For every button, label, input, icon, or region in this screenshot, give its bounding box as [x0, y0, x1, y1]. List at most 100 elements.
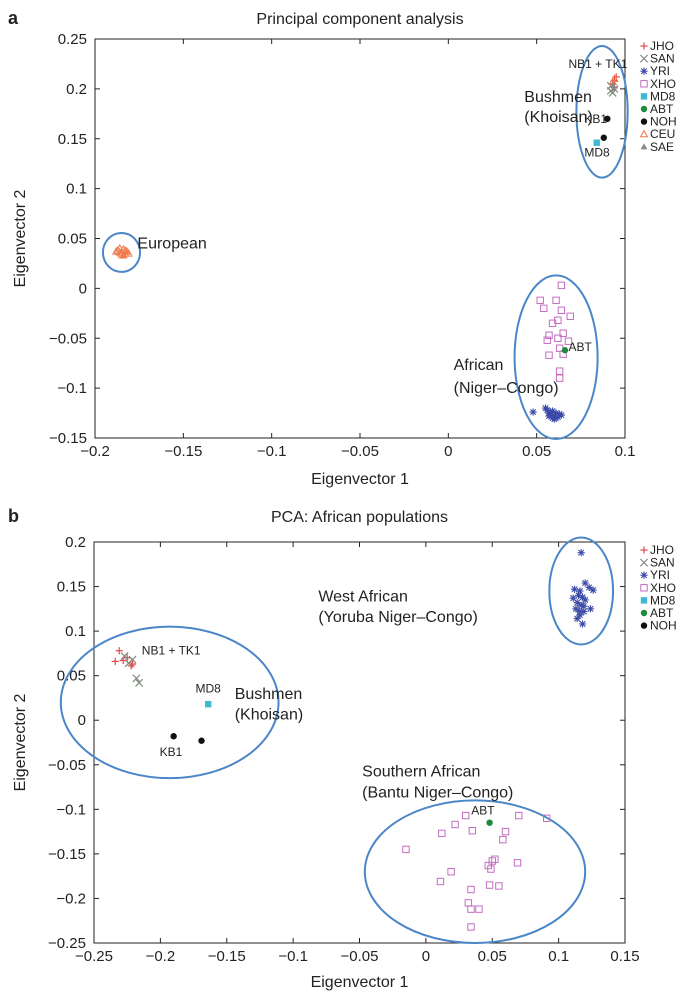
x-tick-label: −0.1 [257, 443, 287, 460]
annotation: MD8 [584, 146, 610, 160]
x-axis-label: Eigenvector 1 [311, 974, 409, 991]
point-ceu [117, 247, 126, 256]
point-xho [548, 319, 557, 327]
point-xho [467, 885, 475, 894]
legend-label: SAN [650, 556, 675, 570]
y-tick-label: −0.1 [56, 801, 86, 818]
point-xho [554, 334, 562, 342]
y-tick-label: −0.1 [57, 380, 87, 397]
y-tick-label: 0 [78, 712, 86, 729]
point-ceu [610, 74, 619, 82]
legend-label: NOH [650, 619, 677, 633]
point-xho [467, 905, 475, 913]
point-xho [447, 868, 455, 876]
point-yri [572, 605, 580, 613]
panel-b: b PCA: African populations −0.25 −0.2 −0.15 −… [8, 506, 677, 991]
point-ceu [120, 245, 130, 254]
x-tick-label: −0.05 [341, 443, 379, 460]
annotation: ABT [568, 340, 592, 354]
x-tick-label: 0.1 [615, 443, 636, 460]
point-abt [561, 347, 569, 354]
annotation: KB1 [160, 745, 183, 759]
point-xho [467, 923, 475, 931]
legend-marker-xho [640, 584, 648, 592]
legend-label: CEU [650, 127, 675, 141]
annotation: (Khoisan) [524, 109, 592, 126]
annotation: ABT [471, 804, 495, 818]
point-san [132, 674, 141, 683]
point-yri [576, 607, 584, 616]
y-tick-label: 0.1 [65, 623, 86, 640]
point-san [128, 655, 137, 664]
y-tick-label: −0.15 [49, 430, 87, 447]
point-yri [570, 585, 579, 593]
point-xho [475, 905, 483, 913]
y-tick-label: 0 [79, 280, 87, 297]
legend-marker-abt [640, 105, 648, 113]
y-axis-label: Eigenvector 2 [12, 693, 29, 791]
chart-title: PCA: African populations [271, 509, 448, 526]
legend-label: XHO [650, 581, 676, 595]
point-xho [438, 829, 446, 838]
point-md8 [593, 139, 600, 146]
point-noh [198, 737, 205, 744]
x-tick-label: 0 [422, 948, 430, 965]
point-xho [402, 845, 410, 854]
x-tick-label: −0.15 [208, 948, 246, 965]
legend-label: SAN [650, 52, 675, 66]
point-ceu [113, 245, 123, 254]
point-xho [485, 881, 494, 889]
legend-marker-sae [640, 143, 648, 150]
y-axis-label: Eigenvector 2 [12, 189, 29, 287]
y-tick-label: 0.05 [57, 668, 86, 685]
legend-label: NOH [650, 115, 677, 129]
legend-label: MD8 [650, 593, 676, 607]
x-axis-label: Eigenvector 1 [311, 471, 409, 488]
annotation: NB1 + TK1 [568, 57, 627, 71]
legend-label: XHO [650, 77, 676, 91]
y-tick-label: −0.05 [48, 757, 86, 774]
y-tick-label: 0.25 [58, 31, 87, 48]
x-tick-label: −0.05 [341, 948, 379, 965]
cluster-ellipse [101, 232, 142, 273]
point-yri [529, 408, 537, 416]
cluster-ellipse [575, 44, 629, 179]
point-xho [564, 337, 573, 345]
legend-marker-san [639, 54, 649, 63]
legend-marker-yri [640, 571, 648, 579]
point-jho [123, 654, 131, 662]
y-tick-label: 0.1 [66, 181, 87, 198]
x-tick-label: 0 [444, 443, 452, 460]
point-md8 [204, 700, 212, 708]
legend-marker-ceu [639, 129, 649, 138]
point-yri [586, 605, 595, 613]
point-yri [573, 615, 581, 623]
legend-label: SAE [650, 140, 674, 154]
point-xho [555, 367, 564, 375]
legend-label: JHO [650, 543, 674, 557]
x-tick-label: −0.15 [164, 443, 202, 460]
annotation: (Bantu Niger–Congo) [362, 785, 513, 802]
legend-marker-md8 [640, 597, 648, 604]
panel-letter: a [8, 8, 19, 28]
point-xho [557, 281, 566, 290]
chart-title: Principal component analysis [256, 11, 463, 28]
legend-marker-yri [640, 67, 648, 75]
point-yri [576, 587, 584, 595]
x-tick-label: −0.25 [75, 948, 113, 965]
point-xho [451, 820, 459, 829]
point-yri [548, 407, 557, 415]
legend-marker-noh [640, 118, 648, 125]
point-yri [577, 549, 585, 557]
legend-marker-noh [640, 622, 648, 629]
x-tick-label: 0.05 [478, 948, 507, 965]
point-ceu [111, 246, 121, 255]
point-yri [585, 583, 593, 592]
point-san [135, 678, 144, 687]
point-xho [543, 336, 551, 344]
annotation: European [137, 235, 206, 252]
annotation: (Yoruba Niger–Congo) [318, 609, 478, 626]
legend-marker-jho [640, 42, 648, 50]
point-xho [542, 814, 551, 822]
point-xho [559, 329, 567, 337]
